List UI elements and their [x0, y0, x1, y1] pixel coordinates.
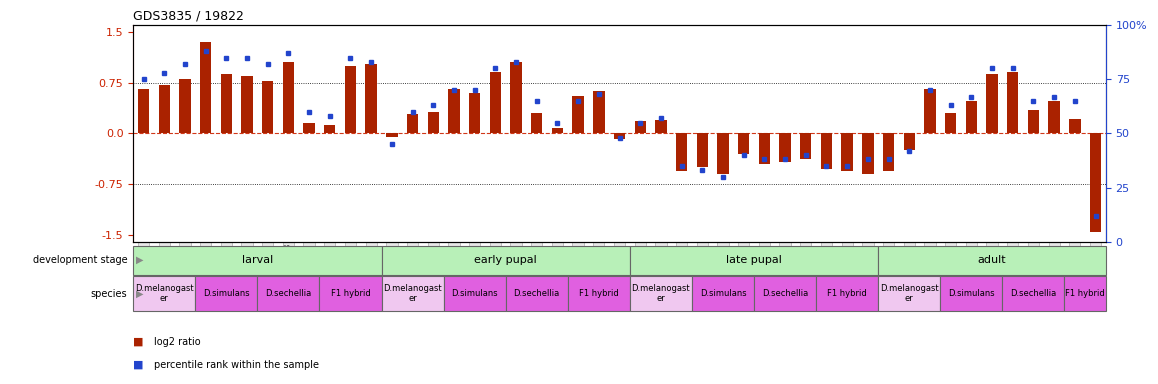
- Text: development stage: development stage: [32, 255, 127, 265]
- Text: F1 hybrid: F1 hybrid: [827, 289, 867, 298]
- Bar: [717, 134, 728, 174]
- Bar: [1048, 101, 1060, 134]
- Bar: [324, 125, 336, 134]
- Bar: [427, 112, 439, 134]
- Bar: [754, 276, 816, 311]
- Bar: [159, 84, 170, 134]
- Bar: [800, 134, 812, 159]
- Bar: [133, 276, 196, 311]
- Text: percentile rank within the sample: percentile rank within the sample: [154, 360, 318, 370]
- Bar: [1069, 119, 1080, 134]
- Text: early pupal: early pupal: [475, 255, 537, 265]
- Bar: [179, 79, 191, 134]
- Bar: [1003, 276, 1064, 311]
- Text: GDS3835 / 19822: GDS3835 / 19822: [133, 9, 244, 22]
- Bar: [241, 76, 252, 134]
- Text: D.simulans: D.simulans: [452, 289, 498, 298]
- Bar: [614, 134, 625, 139]
- Bar: [697, 134, 708, 167]
- Text: D.simulans: D.simulans: [203, 289, 250, 298]
- Text: log2 ratio: log2 ratio: [154, 337, 200, 347]
- Bar: [303, 123, 315, 134]
- Bar: [506, 276, 567, 311]
- Bar: [940, 276, 1003, 311]
- Bar: [966, 101, 977, 134]
- Text: F1 hybrid: F1 hybrid: [330, 289, 371, 298]
- Bar: [381, 276, 444, 311]
- Bar: [1064, 276, 1106, 311]
- Bar: [630, 246, 878, 275]
- Text: F1 hybrid: F1 hybrid: [579, 289, 618, 298]
- Text: D.sechellia: D.sechellia: [514, 289, 559, 298]
- Text: F1 hybrid: F1 hybrid: [1065, 289, 1105, 298]
- Bar: [878, 276, 940, 311]
- Bar: [945, 113, 957, 134]
- Bar: [444, 276, 506, 311]
- Bar: [779, 134, 791, 162]
- Text: D.simulans: D.simulans: [948, 289, 995, 298]
- Bar: [490, 73, 501, 134]
- Bar: [257, 276, 320, 311]
- Bar: [200, 42, 211, 134]
- Text: ▶: ▶: [135, 289, 142, 299]
- Bar: [1028, 110, 1039, 134]
- Bar: [196, 276, 257, 311]
- Text: D.sechellia: D.sechellia: [762, 289, 808, 298]
- Bar: [1090, 134, 1101, 232]
- Text: D.melanogast
er: D.melanogast er: [880, 284, 939, 303]
- Bar: [630, 276, 692, 311]
- Bar: [133, 246, 381, 275]
- Bar: [987, 74, 998, 134]
- Bar: [448, 89, 460, 134]
- Bar: [567, 276, 630, 311]
- Bar: [138, 89, 149, 134]
- Text: D.melanogast
er: D.melanogast er: [631, 284, 690, 303]
- Bar: [1007, 73, 1018, 134]
- Bar: [878, 246, 1106, 275]
- Text: ■: ■: [133, 360, 144, 370]
- Bar: [863, 134, 873, 174]
- Bar: [283, 62, 294, 134]
- Bar: [406, 114, 418, 134]
- Bar: [386, 134, 397, 137]
- Text: late pupal: late pupal: [726, 255, 782, 265]
- Bar: [320, 276, 381, 311]
- Bar: [532, 113, 542, 134]
- Text: larval: larval: [242, 255, 273, 265]
- Bar: [676, 134, 688, 171]
- Bar: [345, 66, 357, 134]
- Text: D.melanogast
er: D.melanogast er: [383, 284, 442, 303]
- Bar: [511, 62, 522, 134]
- Bar: [572, 96, 584, 134]
- Bar: [381, 246, 630, 275]
- Bar: [469, 93, 481, 134]
- Bar: [692, 276, 754, 311]
- Text: D.sechellia: D.sechellia: [265, 289, 312, 298]
- Text: adult: adult: [977, 255, 1006, 265]
- Bar: [758, 134, 770, 164]
- Text: ▶: ▶: [135, 255, 142, 265]
- Bar: [635, 121, 646, 134]
- Bar: [903, 134, 915, 151]
- Bar: [593, 91, 604, 134]
- Text: D.sechellia: D.sechellia: [1010, 289, 1056, 298]
- Bar: [821, 134, 833, 169]
- Bar: [816, 276, 878, 311]
- Bar: [842, 134, 853, 171]
- Bar: [738, 134, 749, 154]
- Bar: [366, 64, 376, 134]
- Bar: [924, 89, 936, 134]
- Text: D.melanogast
er: D.melanogast er: [134, 284, 193, 303]
- Bar: [221, 74, 232, 134]
- Bar: [655, 120, 667, 134]
- Text: D.simulans: D.simulans: [699, 289, 746, 298]
- Bar: [262, 81, 273, 134]
- Bar: [882, 134, 894, 171]
- Text: ■: ■: [133, 337, 144, 347]
- Bar: [551, 128, 563, 134]
- Text: species: species: [90, 289, 127, 299]
